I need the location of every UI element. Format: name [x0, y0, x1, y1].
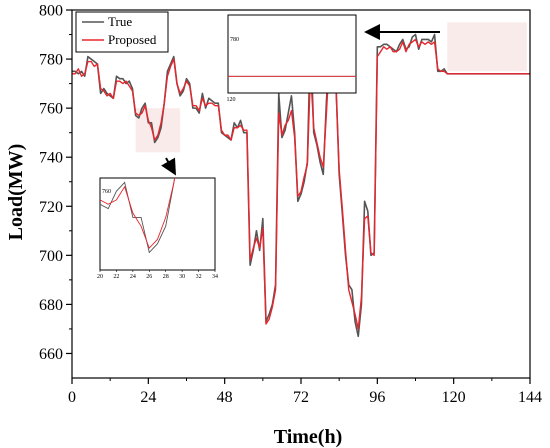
zoom-region-2 [447, 22, 527, 72]
legend: True Proposed [75, 11, 169, 53]
x-tick-label: 0 [68, 389, 76, 406]
inset-frame [99, 177, 216, 271]
series-layer [72, 33, 530, 338]
zoom-region-1 [135, 108, 181, 153]
arrow-to-inset-1 [161, 157, 176, 176]
y-tick-label: 660 [39, 346, 63, 363]
y-tick-label: 740 [39, 150, 63, 167]
y-tick-label: 760 [39, 101, 63, 118]
arrow-layer [161, 24, 440, 176]
zoom-inset-1: 20 22 24 26 28 30 32 34 760 [97, 177, 218, 280]
inset-x-tick-label: 22 [113, 274, 119, 280]
x-axis-title: Time(h) [274, 426, 343, 448]
inset-x-tick-label: 34 [212, 274, 218, 280]
x-tick-label: 48 [217, 389, 233, 406]
inset-layer: 20 22 24 26 28 30 32 34 760 120 780 [97, 14, 357, 280]
y-axis-title: Load(MW) [5, 144, 27, 241]
y-tick-label: 720 [39, 199, 63, 216]
x-tick-label: 120 [442, 389, 466, 406]
inset-frame [227, 14, 357, 94]
inset-series-line [100, 178, 176, 254]
x-tick-label: 24 [140, 389, 156, 406]
y-tick-label: 680 [39, 297, 63, 314]
inset-x-tick-label: 24 [130, 274, 136, 280]
inset-x-tick-label: 30 [179, 274, 185, 280]
legend-box [75, 11, 169, 53]
axis-layer: 0 24 48 72 96 120 144 660 680 700 720 740 760 780 800 [39, 3, 542, 407]
inset-y-tick-label: 760 [102, 189, 111, 195]
inset-x-tick-label: 32 [196, 274, 202, 280]
inset-x-tick-label: 26 [146, 274, 152, 280]
inset-x-tick-label: 20 [97, 274, 103, 280]
highlight-layer [135, 22, 527, 153]
x-tick-label: 96 [369, 389, 385, 406]
zoom-inset-2: 120 780 [227, 14, 357, 103]
y-tick-label: 780 [39, 52, 63, 69]
legend-label: True [108, 14, 132, 29]
series-line-proposed [72, 38, 530, 330]
inset-x-tick-label: 120 [227, 97, 236, 103]
y-tick-label: 800 [39, 3, 63, 20]
inset-x-tick-label: 28 [163, 274, 169, 280]
y-tick-label: 700 [39, 248, 63, 265]
inset-series-line [100, 178, 176, 249]
inset-y-tick-label: 780 [230, 37, 239, 43]
x-tick-label: 144 [518, 389, 542, 406]
x-tick-label: 72 [293, 389, 309, 406]
legend-label: Proposed [108, 32, 157, 47]
